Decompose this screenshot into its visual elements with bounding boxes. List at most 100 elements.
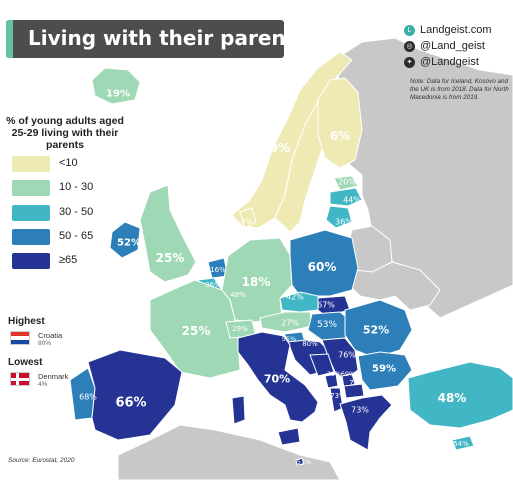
legend-swatch	[12, 180, 50, 196]
value-label-romania: 52%	[362, 323, 390, 337]
greece	[339, 394, 393, 451]
legend-item: ≥65	[12, 253, 132, 269]
iceland	[91, 67, 141, 105]
highest-title: Highest	[8, 316, 45, 327]
value-label-spain: 66%	[115, 395, 147, 411]
denmark	[239, 207, 257, 229]
legend-label: 30 - 50	[59, 206, 94, 218]
map-title: Living with their parents	[28, 26, 308, 50]
value-label-uk: 25%	[155, 251, 185, 265]
instagram-icon: ◎	[404, 40, 415, 52]
legend-heading: % of young adults aged 25-29 living with…	[6, 115, 124, 151]
landgeist-logo-icon: L	[404, 24, 415, 36]
value-label-finland: 6%	[329, 129, 351, 143]
denmark-flag-icon	[10, 372, 30, 386]
north-africa-region	[117, 424, 341, 480]
value-label-luxembourg: 48%	[230, 291, 246, 299]
turkey	[407, 361, 513, 429]
legend-item: <10	[12, 156, 132, 172]
value-label-denmark: 4%	[240, 218, 252, 226]
highest-value: 80%	[38, 340, 52, 347]
latvia	[329, 187, 363, 207]
value-label-kosovo: 71%	[349, 379, 365, 387]
twitter-handle: @Landgeist	[420, 56, 479, 68]
value-label-turkey: 48%	[437, 391, 467, 405]
spain	[87, 349, 183, 441]
croatia-flag-icon	[10, 331, 30, 345]
value-label-czechia: 42%	[286, 292, 304, 302]
sardinia	[231, 395, 246, 425]
bosnia	[309, 353, 335, 377]
lowest-title: Lowest	[8, 357, 43, 368]
twitter-credit: ✦ @Landgeist	[404, 56, 479, 68]
estonia	[333, 175, 359, 191]
bulgaria	[357, 351, 413, 391]
value-label-sweden: 9%	[239, 163, 261, 177]
website-credit: L Landgeist.com	[404, 24, 492, 36]
value-label-ireland: 52%	[117, 237, 141, 249]
countries	[69, 51, 513, 466]
value-label-italy: 70%	[263, 372, 291, 386]
ireland	[109, 221, 141, 259]
legend-swatch	[12, 156, 50, 172]
source-note: Source: Eurostat, 2020	[8, 457, 75, 464]
legend-label: 10 - 30	[59, 181, 94, 193]
value-label-malta: 51%	[296, 458, 312, 466]
finland	[317, 77, 363, 169]
instagram-credit: ◎ @Land_geist	[404, 40, 485, 52]
legend-label: <10	[59, 157, 78, 169]
non-data-land	[117, 37, 513, 480]
legend-label: ≥65	[59, 254, 78, 266]
value-label-croatia: 80%	[302, 340, 318, 348]
value-label-iceland: 19%	[106, 88, 130, 100]
value-label-hungary: 53%	[316, 320, 338, 330]
title-accent	[6, 20, 13, 58]
value-label-albania: 73%	[330, 392, 346, 400]
value-label-france: 25%	[181, 324, 211, 338]
value-label-norway: 9%	[269, 141, 291, 155]
italy	[237, 331, 319, 423]
legend-swatch	[12, 253, 50, 269]
value-label-slovenia: 55%	[281, 335, 297, 343]
montenegro	[324, 373, 339, 389]
value-label-montenegro: 69%	[340, 370, 356, 378]
uk	[139, 184, 197, 283]
legend-swatch	[12, 205, 50, 221]
legend-item: 10 - 30	[12, 180, 132, 196]
kosovo	[341, 373, 356, 389]
sicily	[277, 427, 301, 446]
value-label-poland: 60%	[307, 260, 337, 274]
lowest-country: Denmark	[38, 372, 69, 381]
lithuania	[325, 205, 353, 229]
romania	[344, 299, 413, 359]
value-label-estonia: 20%	[338, 177, 356, 187]
instagram-handle: @Land_geist	[420, 40, 485, 52]
value-label-bulgaria: 59%	[372, 363, 396, 375]
value-label-slovakia: 67%	[317, 300, 335, 310]
poland	[289, 229, 359, 297]
value-label-belgium: 36%	[205, 281, 221, 289]
norway	[231, 51, 353, 229]
lowest-value: 4%	[38, 381, 48, 388]
website-text: Landgeist.com	[420, 24, 492, 36]
ukraine-region	[351, 261, 441, 311]
value-label-portugal: 68%	[79, 392, 97, 402]
value-label-bosnia: 79%	[326, 370, 342, 378]
title-banner: Living with their parents	[6, 20, 307, 58]
twitter-icon: ✦	[404, 56, 415, 68]
macedonia	[343, 383, 365, 399]
data-note: Note: Data for Iceland, Kosovo and the U…	[410, 78, 509, 101]
value-label-netherlands: 16%	[210, 266, 226, 274]
malta	[295, 457, 305, 466]
value-label-switzerland: 29%	[232, 325, 248, 333]
legend-swatch	[12, 229, 50, 245]
value-label-germany: 18%	[241, 275, 271, 289]
legend-item: 30 - 50	[12, 205, 132, 221]
highest-country: Croatia	[38, 331, 63, 340]
value-label-serbia: 76%	[338, 350, 356, 360]
cyprus	[451, 435, 475, 451]
value-label-lithuania: 36%	[335, 217, 353, 227]
value-label-cyprus: 54%	[453, 440, 469, 448]
